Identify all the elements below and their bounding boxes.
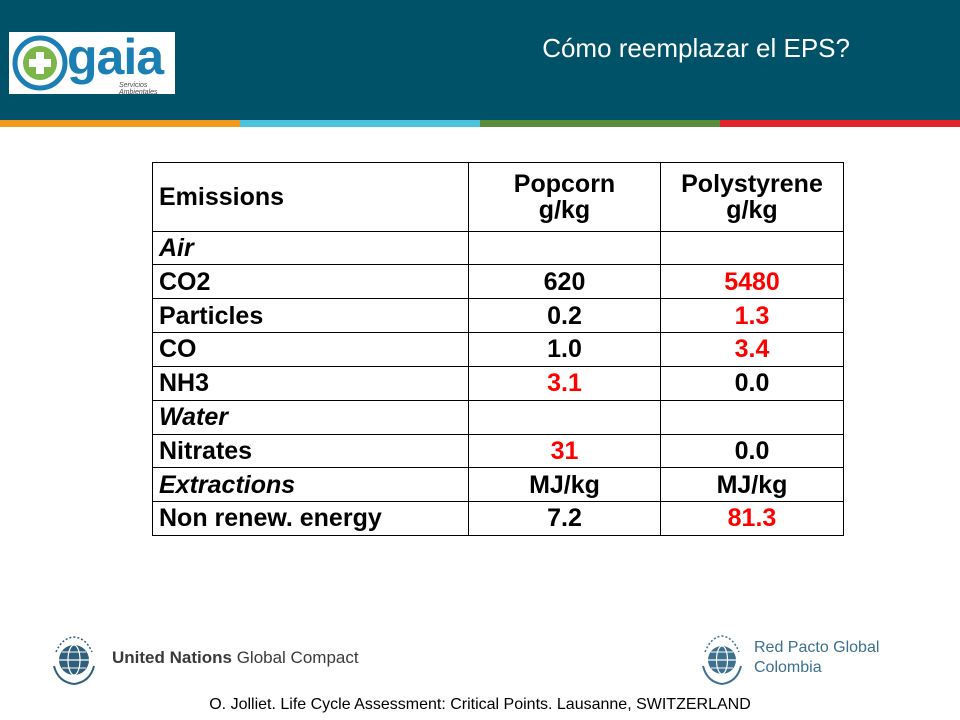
table-row: CO2 620 5480 bbox=[152, 264, 844, 300]
header-bar: gaia Servicios Ambientales Cómo reemplaz… bbox=[0, 0, 960, 120]
header-popcorn-unit: g/kg bbox=[538, 195, 591, 224]
table-row: Particles 0.2 1.3 bbox=[152, 298, 844, 334]
gaia-logo: gaia Servicios Ambientales bbox=[9, 29, 175, 96]
popcorn-value: 31 bbox=[468, 433, 661, 469]
row-label: Non renew. energy bbox=[152, 501, 469, 536]
un-global-compact-logo: United Nations Global Compact bbox=[46, 630, 366, 690]
popcorn-value bbox=[468, 399, 661, 435]
popcorn-value bbox=[468, 230, 661, 266]
table-row: NH3 3.1 0.0 bbox=[152, 365, 844, 401]
table-row: Air bbox=[152, 230, 844, 266]
polystyrene-value: 5480 bbox=[660, 264, 844, 300]
header-popcorn: Popcorn g/kg bbox=[468, 162, 661, 232]
accent-stripe-orange bbox=[0, 120, 240, 127]
slide-title: Cómo reemplazar el EPS? bbox=[542, 33, 850, 63]
gaia-cross-icon bbox=[12, 35, 68, 91]
header-polystyrene-name: Polystyrene bbox=[681, 169, 823, 198]
polystyrene-value: 81.3 bbox=[660, 501, 844, 536]
header-polystyrene-unit: g/kg bbox=[726, 195, 778, 224]
table-row: Extractions MJ/kg MJ/kg bbox=[152, 467, 844, 503]
row-label: Water bbox=[152, 399, 469, 435]
popcorn-value: 0.2 bbox=[468, 298, 661, 334]
red-pacto-global-logo: Red Pacto Global Colombia bbox=[696, 628, 916, 688]
popcorn-value: 7.2 bbox=[468, 501, 661, 536]
rpg-label: Red Pacto Global Colombia bbox=[754, 638, 879, 678]
row-label: Air bbox=[152, 230, 469, 266]
row-label: NH3 bbox=[152, 365, 469, 401]
header-emissions: Emissions bbox=[152, 162, 469, 232]
popcorn-value: MJ/kg bbox=[468, 467, 661, 503]
accent-stripe-green bbox=[480, 120, 720, 127]
polystyrene-value: 0.0 bbox=[660, 433, 844, 469]
polystyrene-value: MJ/kg bbox=[660, 467, 844, 503]
rpg-line1: Red Pacto Global bbox=[754, 639, 880, 656]
ungc-label-light: Global Compact bbox=[236, 648, 359, 667]
polystyrene-value bbox=[660, 230, 844, 266]
row-label: Extractions bbox=[152, 467, 469, 503]
logo-wordmark: gaia bbox=[67, 29, 164, 85]
polystyrene-value: 0.0 bbox=[660, 365, 844, 401]
row-label: Nitrates bbox=[152, 433, 469, 469]
popcorn-value: 3.1 bbox=[468, 365, 661, 401]
ungc-label: United Nations Global Compact bbox=[112, 648, 359, 668]
popcorn-value: 620 bbox=[468, 264, 661, 300]
emissions-table: Emissions Popcorn g/kg Polystyrene g/kg Ai… bbox=[152, 162, 844, 536]
row-label: Particles bbox=[152, 298, 469, 334]
footer-citation: O. Jolliet. Life Cycle Assessment: Criti… bbox=[209, 696, 751, 713]
row-label: CO bbox=[152, 332, 469, 367]
ungc-label-bold: United Nations bbox=[112, 648, 232, 667]
header-popcorn-name: Popcorn bbox=[513, 169, 616, 198]
header-polystyrene: Polystyrene g/kg bbox=[660, 162, 844, 232]
polystyrene-value bbox=[660, 399, 844, 435]
row-label: CO2 bbox=[152, 264, 469, 300]
accent-stripe-cyan bbox=[240, 120, 480, 127]
un-globe-icon bbox=[53, 636, 95, 686]
rpg-line2: Colombia bbox=[754, 659, 822, 676]
rpg-globe-icon bbox=[702, 635, 742, 686]
table-row: Non renew. energy 7.2 81.3 bbox=[152, 501, 844, 536]
table-row: CO 1.0 3.4 bbox=[152, 332, 844, 367]
table-row: Nitrates 31 0.0 bbox=[152, 433, 844, 469]
popcorn-value: 1.0 bbox=[468, 332, 661, 367]
polystyrene-value: 1.3 bbox=[660, 298, 844, 334]
table-row: Water bbox=[152, 399, 844, 435]
polystyrene-value: 3.4 bbox=[660, 332, 844, 367]
table-header-row: Emissions Popcorn g/kg Polystyrene g/kg bbox=[152, 162, 844, 232]
logo-subtitle: Servicios Ambientales bbox=[119, 82, 158, 96]
accent-stripe-red bbox=[720, 120, 960, 127]
